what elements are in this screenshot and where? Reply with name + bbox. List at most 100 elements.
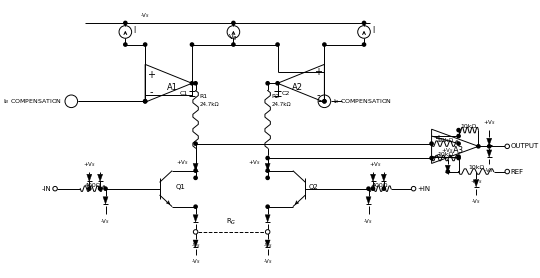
Circle shape	[457, 157, 460, 160]
Text: 10kΩ: 10kΩ	[461, 124, 477, 129]
Polygon shape	[87, 174, 92, 182]
Circle shape	[323, 100, 326, 103]
Text: 10kΩ: 10kΩ	[437, 152, 453, 157]
Circle shape	[446, 170, 449, 173]
Polygon shape	[381, 174, 386, 182]
Text: A3: A3	[453, 146, 464, 155]
Circle shape	[477, 145, 480, 148]
Polygon shape	[103, 197, 108, 204]
Text: +V$_S$: +V$_S$	[369, 160, 382, 169]
Circle shape	[276, 43, 279, 46]
Text: -V$_S$: -V$_S$	[484, 166, 494, 175]
Text: I: I	[133, 26, 136, 35]
Circle shape	[124, 43, 127, 46]
Text: +: +	[314, 67, 322, 77]
Circle shape	[276, 82, 279, 85]
Text: -: -	[316, 90, 320, 100]
Text: -V$_S$: -V$_S$	[363, 217, 374, 226]
Circle shape	[194, 82, 197, 85]
Text: -V$_S$: -V$_S$	[140, 11, 150, 20]
Polygon shape	[193, 163, 198, 171]
Circle shape	[191, 43, 194, 46]
Polygon shape	[446, 165, 450, 172]
Text: 10kΩ: 10kΩ	[468, 165, 484, 170]
Circle shape	[194, 142, 197, 145]
Text: -V$_S$: -V$_S$	[191, 241, 201, 250]
Circle shape	[372, 187, 375, 190]
Circle shape	[266, 205, 269, 208]
Text: -V$_S$: -V$_S$	[262, 257, 273, 266]
Text: 24.7kΩ: 24.7kΩ	[199, 102, 219, 107]
Circle shape	[194, 205, 197, 208]
Circle shape	[266, 157, 269, 160]
Text: +V$_S$: +V$_S$	[248, 158, 260, 167]
Text: +: +	[434, 134, 442, 144]
Polygon shape	[265, 240, 270, 247]
Circle shape	[362, 43, 366, 46]
Text: -V$_S$: -V$_S$	[191, 257, 201, 266]
Circle shape	[232, 21, 235, 24]
Text: A1: A1	[167, 83, 178, 92]
Circle shape	[194, 169, 197, 172]
Polygon shape	[193, 215, 198, 222]
Circle shape	[362, 21, 366, 24]
Circle shape	[124, 21, 127, 24]
Circle shape	[194, 176, 197, 180]
Circle shape	[144, 100, 147, 103]
Circle shape	[266, 176, 269, 180]
Text: C2: C2	[282, 91, 291, 96]
Text: V$_B$: V$_B$	[228, 33, 238, 43]
Polygon shape	[366, 197, 371, 204]
Circle shape	[488, 145, 491, 148]
Text: 24.7kΩ: 24.7kΩ	[271, 102, 291, 107]
Circle shape	[430, 157, 433, 160]
Circle shape	[382, 187, 386, 190]
Text: +V$_S$: +V$_S$	[470, 177, 483, 186]
Text: +IN: +IN	[417, 186, 430, 192]
Text: I$_B$ COMPENSATION: I$_B$ COMPENSATION	[333, 97, 393, 106]
Text: -: -	[150, 87, 153, 97]
Text: R$_G$: R$_G$	[226, 217, 237, 227]
Circle shape	[457, 135, 460, 138]
Circle shape	[144, 43, 147, 46]
Text: +: +	[147, 70, 156, 80]
Circle shape	[104, 187, 107, 190]
Circle shape	[193, 230, 198, 234]
Text: R2: R2	[271, 94, 280, 99]
Circle shape	[505, 169, 509, 174]
Circle shape	[266, 169, 269, 172]
Circle shape	[457, 142, 460, 145]
Circle shape	[430, 142, 433, 145]
Text: -V$_S$: -V$_S$	[100, 217, 111, 226]
Circle shape	[505, 144, 509, 148]
Text: A2: A2	[292, 83, 303, 92]
Text: C1: C1	[179, 91, 187, 96]
Circle shape	[53, 187, 57, 191]
Polygon shape	[193, 240, 198, 247]
Text: -V$_S$: -V$_S$	[262, 241, 273, 250]
Text: -V$_S$: -V$_S$	[471, 197, 481, 206]
Polygon shape	[265, 163, 270, 171]
Polygon shape	[487, 138, 492, 145]
Circle shape	[98, 187, 102, 190]
Circle shape	[191, 82, 194, 85]
Text: +V$_S$: +V$_S$	[83, 160, 96, 169]
Text: -IN: -IN	[42, 186, 51, 192]
Circle shape	[265, 230, 270, 234]
Text: -: -	[436, 149, 440, 159]
Polygon shape	[474, 180, 478, 187]
Text: I$_B$ COMPENSATION: I$_B$ COMPENSATION	[3, 97, 62, 106]
Polygon shape	[98, 174, 103, 182]
Circle shape	[87, 187, 91, 190]
Circle shape	[323, 43, 326, 46]
Polygon shape	[265, 215, 270, 222]
Text: Q1: Q1	[176, 184, 186, 190]
Text: +V$_S$: +V$_S$	[441, 147, 454, 155]
Circle shape	[411, 187, 416, 191]
Text: 400Ω: 400Ω	[372, 183, 388, 188]
Text: OUTPUT: OUTPUT	[511, 143, 539, 149]
Text: Q2: Q2	[309, 184, 319, 190]
Polygon shape	[487, 150, 492, 157]
Circle shape	[232, 43, 235, 46]
Circle shape	[457, 128, 460, 132]
